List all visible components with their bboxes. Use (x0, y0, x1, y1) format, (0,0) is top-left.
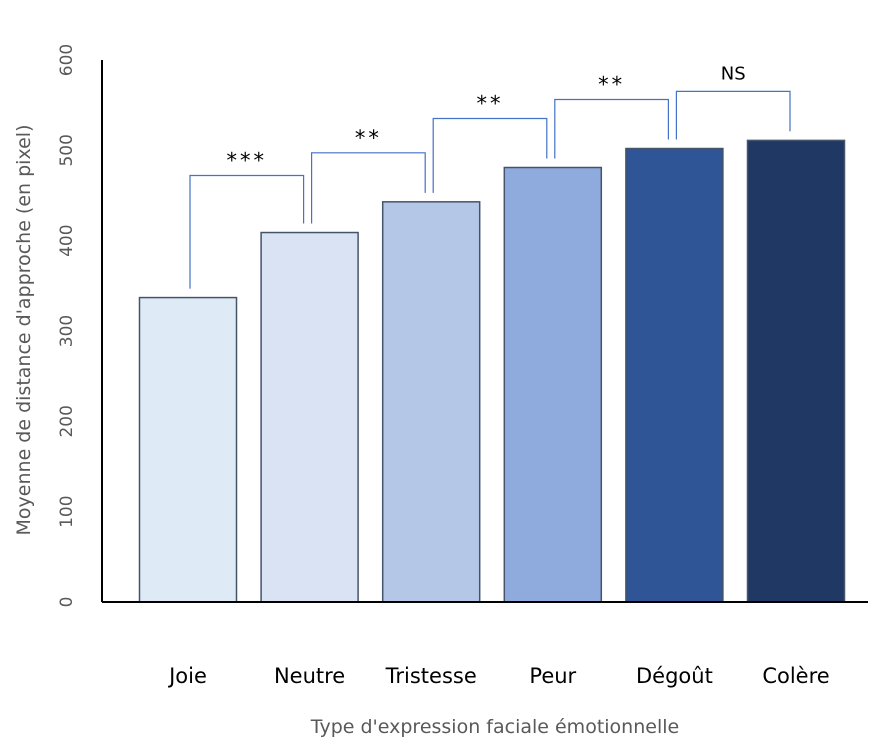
significance-label: ** (355, 126, 382, 150)
significance-label: ** (477, 91, 504, 115)
significance-label: NS (721, 63, 746, 84)
y-axis-title: Moyenne de distance d'approche (en pixel… (13, 125, 35, 536)
y-tick-label: 200 (57, 405, 77, 437)
bar (138, 296, 238, 603)
x-axis-categories: Joie Neutre Tristesse Peur Dégoût Colère (167, 664, 830, 688)
x-tick-label: Tristesse (385, 664, 477, 688)
bar (260, 231, 359, 603)
significance-bracket (432, 117, 548, 193)
bar (381, 201, 481, 603)
bars (138, 139, 846, 603)
x-tick-label: Joie (167, 664, 207, 688)
y-tick-label: 300 (57, 315, 77, 347)
significance-label: *** (227, 149, 268, 173)
significance-bracket (554, 98, 670, 159)
y-tick-label: 600 (57, 44, 77, 76)
x-tick-label: Neutre (274, 664, 345, 688)
y-tick-label: 100 (57, 495, 77, 527)
y-tick-label: 400 (57, 224, 77, 256)
x-tick-label: Peur (529, 664, 576, 688)
y-tick-label: 0 (57, 597, 77, 608)
x-tick-label: Dégoût (636, 664, 713, 688)
bar (746, 139, 846, 603)
significance-label: ** (598, 73, 625, 97)
significance-bracket (189, 174, 305, 289)
y-tick-label: 500 (57, 134, 77, 166)
significance-bracket (675, 90, 791, 140)
bar (625, 147, 724, 603)
y-axis-ticks: 0 100 200 300 400 500 600 (57, 44, 77, 608)
significance-bracket (311, 152, 426, 224)
x-axis-title: Type d'expression faciale émotionnelle (310, 716, 679, 738)
bar (503, 166, 603, 603)
x-tick-label: Colère (762, 664, 829, 688)
significance-brackets: ********* NS (189, 63, 791, 289)
